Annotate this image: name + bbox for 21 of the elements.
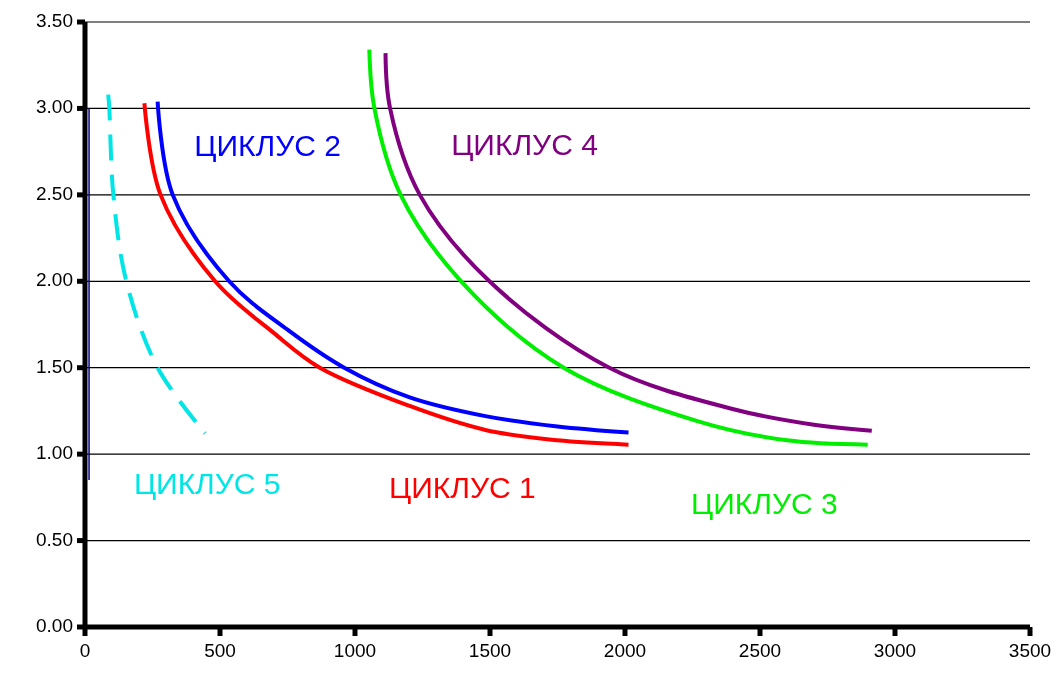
x-tick-label: 500 [204,640,236,661]
series-label: ЦИКЛУС 4 [451,128,598,162]
x-tick-label: 3000 [873,640,917,661]
y-tick-label: 0.00 [36,615,73,637]
x-tick-label: 0 [79,640,91,661]
series-label: ЦИКЛУС 3 [690,486,838,520]
y-tick-label: 2.00 [36,269,73,291]
x-tick-label: 2500 [738,640,782,661]
x-tick-label: 3500 [1008,640,1052,661]
series-label: ЦИКЛУС 1 [389,471,536,505]
x-tick-label: 1500 [468,640,512,661]
x-tick-label: 1000 [333,640,377,661]
series-label: ЦИКЛУС 5 [133,466,281,500]
series-label: ЦИКЛУС 2 [194,129,341,163]
y-tick-label: 1.50 [36,355,73,377]
y-tick-label: 0.50 [36,528,73,550]
y-tick-label: 2.50 [36,182,73,204]
y-tick-label: 3.00 [36,96,73,118]
y-tick-label: 3.50 [36,10,73,32]
y-tick-label: 1.00 [36,442,73,464]
x-tick-label: 2000 [603,640,647,661]
